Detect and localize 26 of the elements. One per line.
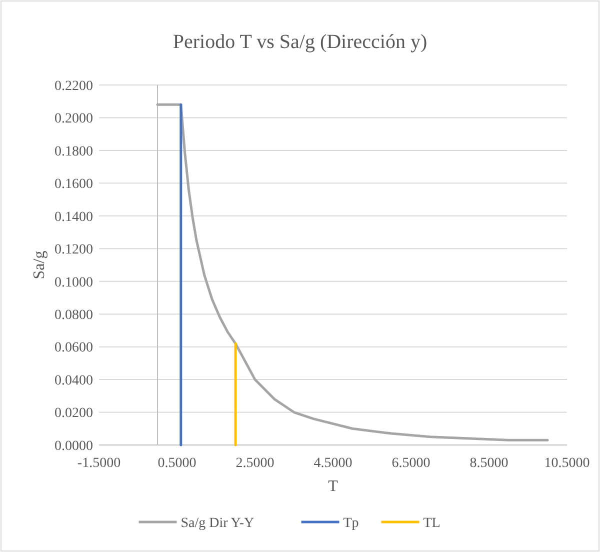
x-tick-label: 0.5000 — [158, 456, 196, 471]
y-tick-label: 0.1800 — [54, 144, 93, 160]
x-tick-label: 4.5000 — [314, 456, 352, 471]
legend-label: TL — [423, 516, 440, 531]
x-tick-label: 2.5000 — [236, 456, 274, 471]
legend-label: Sa/g Dir Y-Y — [180, 516, 254, 531]
x-tick-label: 10.5000 — [544, 456, 590, 471]
x-tick-label: 8.5000 — [470, 456, 508, 471]
y-axis-title: Sa/g — [31, 250, 48, 280]
chart-title: Periodo T vs Sa/g (Dirección y) — [172, 31, 428, 53]
y-tick-label: 0.1000 — [54, 275, 93, 290]
y-tick-label: 0.0000 — [54, 438, 93, 454]
y-tick-label: 0.0800 — [54, 308, 93, 323]
x-tick-label: -1.5000 — [77, 456, 121, 471]
y-tick-label: 0.2000 — [54, 112, 93, 127]
line-series — [156, 103, 549, 442]
y-tick-label: 0.0200 — [54, 406, 93, 422]
x-tick-label: 6.5000 — [392, 456, 430, 471]
y-tick-label: 0.2200 — [54, 78, 93, 94]
y-tick-label: 0.1400 — [54, 210, 93, 225]
legend-label: Tp — [343, 516, 359, 531]
y-tick-label: 0.0400 — [54, 373, 93, 388]
y-tick-label: 0.0600 — [54, 340, 93, 356]
y-tick-label: 0.1200 — [54, 242, 93, 258]
y-tick-label: 0.1600 — [54, 177, 93, 192]
x-axis-title: T — [328, 478, 338, 495]
